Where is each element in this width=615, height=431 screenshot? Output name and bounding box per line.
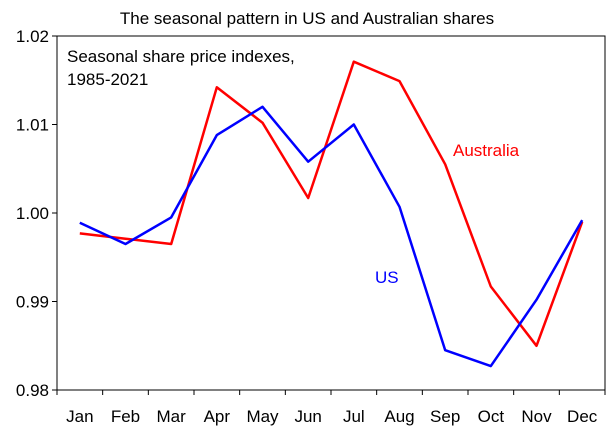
series-label-us: US [375,268,399,287]
y-tick-label: 1.01 [16,116,49,135]
x-tick-label: Dec [567,407,598,426]
x-tick-label: Apr [204,407,231,426]
x-tick-label: Jul [343,407,365,426]
y-tick-label: 1.00 [16,204,49,223]
x-tick-label: Mar [157,407,187,426]
chart-title: The seasonal pattern in US and Australia… [120,9,494,28]
y-axis: 0.98 0.99 1.00 1.01 1.02 [16,27,57,400]
x-tick-label: Jan [66,407,93,426]
chart-note-line-2: 1985-2021 [67,70,148,89]
x-tick-label: May [246,407,279,426]
series-group [79,60,584,368]
chart-note-line-1: Seasonal share price indexes, [67,47,295,66]
x-tick-label: Feb [111,407,140,426]
plot-area [56,35,606,391]
x-tick-label: Nov [521,407,552,426]
x-tick-label: Oct [478,407,505,426]
series-label-australia: Australia [453,141,520,160]
y-tick-label: 0.99 [16,293,49,312]
series-line-australia [79,60,584,348]
x-tick-label: Jun [294,407,321,426]
x-axis: Jan Feb Mar Apr May Jun Jul Aug Sep Oct Nov Dec [56,390,606,426]
x-tick-label: Aug [384,407,414,426]
y-tick-label: 0.98 [16,381,49,400]
series-line-us [79,105,584,368]
y-tick-label: 1.02 [16,27,49,46]
x-tick-label: Sep [430,407,460,426]
